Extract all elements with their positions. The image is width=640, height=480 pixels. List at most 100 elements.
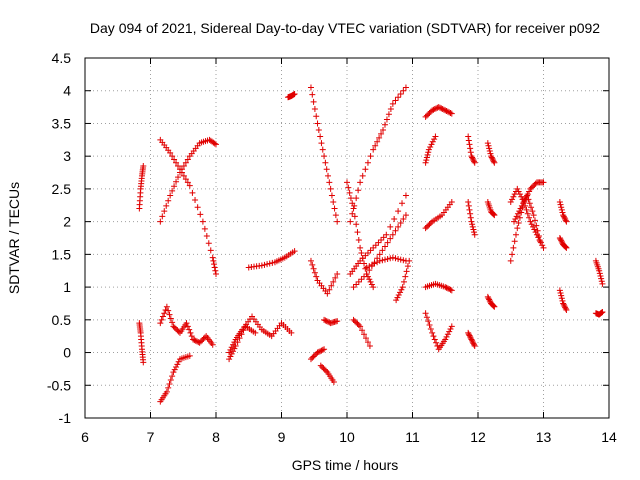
- data-point: [355, 236, 362, 243]
- data-point: [447, 109, 454, 116]
- data-point: [384, 255, 391, 262]
- data-point: [331, 205, 338, 212]
- data-point: [334, 318, 341, 325]
- data-point: [528, 204, 535, 211]
- data-point: [597, 272, 604, 279]
- data-point: [184, 323, 191, 330]
- data-point: [361, 273, 368, 280]
- data-point: [598, 310, 605, 317]
- data-point: [443, 108, 450, 115]
- data-point: [370, 146, 377, 153]
- data-point: [559, 209, 566, 216]
- data-point: [387, 106, 394, 113]
- data-point: [321, 316, 328, 323]
- data-point: [361, 260, 368, 267]
- data-point: [311, 269, 318, 276]
- data-point: [169, 373, 176, 380]
- data-point: [485, 142, 492, 149]
- data-point: [520, 199, 527, 205]
- data-point: [432, 133, 439, 140]
- data-point: [359, 172, 366, 179]
- data-point: [196, 339, 203, 346]
- data-point: [325, 172, 332, 179]
- data-point: [213, 141, 219, 148]
- data-point: [444, 331, 451, 338]
- data-point: [175, 328, 182, 335]
- data-point: [531, 217, 538, 224]
- data-point: [264, 261, 271, 268]
- data-point: [490, 210, 497, 217]
- data-point: [180, 172, 187, 179]
- data-point: [393, 297, 400, 304]
- data-point: [558, 238, 565, 245]
- data-point: [350, 205, 357, 212]
- data-point: [465, 331, 472, 338]
- data-point: [470, 226, 477, 233]
- data-point: [490, 302, 497, 309]
- data-point: [183, 320, 190, 327]
- data-point: [359, 327, 366, 334]
- data-point: [261, 261, 268, 268]
- data-point: [465, 133, 472, 140]
- x-tick-label: 9: [278, 429, 286, 445]
- x-tick-label: 13: [536, 429, 552, 445]
- data-point: [326, 286, 333, 293]
- data-point: [309, 91, 316, 98]
- data-point: [291, 91, 298, 97]
- data-point: [379, 247, 386, 254]
- data-point: [314, 349, 321, 356]
- data-point: [469, 221, 476, 228]
- data-point: [558, 295, 565, 302]
- data-point: [252, 329, 259, 336]
- y-tick-label: 3.5: [52, 115, 72, 131]
- data-point: [471, 159, 478, 166]
- data-point: [470, 157, 477, 164]
- chart-title: Day 094 of 2021, Sidereal Day-to-day VTE…: [90, 20, 600, 36]
- data-point: [334, 218, 341, 225]
- data-point: [184, 156, 191, 163]
- data-point: [490, 211, 497, 218]
- data-point: [230, 348, 237, 355]
- data-point: [315, 348, 322, 355]
- x-tick-label: 14: [601, 429, 617, 445]
- data-point: [363, 264, 370, 271]
- data-point: [387, 223, 394, 230]
- data-point: [560, 301, 567, 308]
- data-point: [429, 138, 436, 145]
- data-point: [165, 307, 172, 314]
- data-point: [184, 179, 191, 186]
- data-point: [423, 154, 430, 161]
- data-point: [428, 141, 435, 148]
- y-tick-label: -0.5: [47, 377, 71, 393]
- data-point: [178, 166, 185, 173]
- data-point: [437, 104, 444, 111]
- data-point: [163, 202, 170, 209]
- data-point: [422, 225, 429, 232]
- data-point: [423, 157, 430, 164]
- data-point: [380, 127, 387, 133]
- data-point: [556, 235, 563, 241]
- data-point: [199, 337, 206, 344]
- data-point: [534, 227, 541, 234]
- data-point: [323, 367, 330, 374]
- data-point: [471, 229, 478, 236]
- data-point: [165, 197, 172, 204]
- data-point: [491, 303, 498, 310]
- data-point: [171, 183, 178, 190]
- data-point: [347, 195, 354, 202]
- data-point: [173, 159, 180, 166]
- data-point: [200, 335, 207, 342]
- data-point: [522, 195, 529, 202]
- data-point: [490, 158, 497, 165]
- data-point: [346, 189, 353, 196]
- data-point: [397, 219, 404, 226]
- data-point: [182, 159, 189, 166]
- data-point: [353, 281, 360, 288]
- data-point: [310, 353, 317, 360]
- data-point: [402, 212, 409, 219]
- data-point: [562, 216, 569, 223]
- data-point: [468, 153, 475, 160]
- data-point: [375, 239, 382, 246]
- data-point: [596, 267, 603, 274]
- data-point: [355, 322, 362, 329]
